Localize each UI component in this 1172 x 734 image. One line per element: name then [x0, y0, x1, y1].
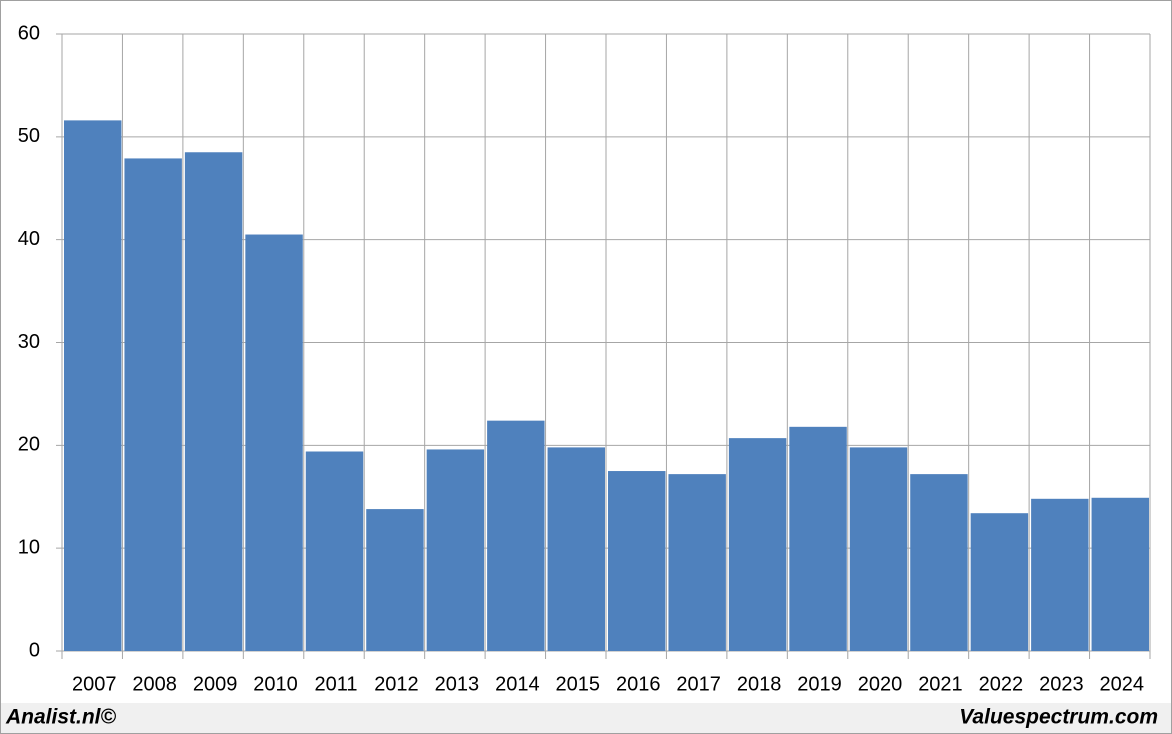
bar — [970, 513, 1029, 651]
y-tick-label: 20 — [18, 434, 40, 456]
y-tick-label: 10 — [18, 536, 40, 558]
bar — [184, 152, 243, 651]
x-tick-label: 2007 — [72, 673, 117, 695]
bar — [64, 120, 122, 651]
bar — [1091, 497, 1149, 651]
credit-right: Valuespectrum.com — [959, 706, 1158, 729]
x-tick-label: 2022 — [979, 673, 1024, 695]
x-tick-label: 2011 — [314, 673, 357, 695]
x-tick-label: 2023 — [1039, 673, 1084, 695]
bar — [487, 420, 545, 651]
y-tick-label: 50 — [18, 125, 40, 147]
bar — [366, 509, 424, 651]
x-tick-label: 2020 — [858, 673, 903, 695]
y-tick-label: 30 — [18, 331, 40, 353]
x-tick-label: 2017 — [676, 673, 721, 695]
x-tick-label: 2008 — [132, 673, 177, 695]
x-tick-label: 2018 — [737, 673, 782, 695]
x-tick-label: 2015 — [556, 673, 601, 695]
x-tick-label: 2010 — [253, 673, 298, 695]
bar — [668, 474, 726, 651]
x-tick-label: 2012 — [374, 673, 419, 695]
y-tick-label: 0 — [29, 639, 40, 661]
x-tick-label: 2019 — [797, 673, 842, 695]
y-tick-label: 40 — [18, 228, 40, 250]
x-tick-label: 2009 — [193, 673, 238, 695]
bar — [789, 426, 847, 651]
x-tick-label: 2021 — [918, 673, 963, 695]
bar — [849, 447, 908, 651]
y-tick-label: 60 — [18, 22, 40, 44]
bar — [1031, 498, 1089, 651]
bar — [305, 451, 364, 651]
x-tick-label: 2024 — [1100, 673, 1145, 695]
bar — [608, 471, 666, 651]
bar — [245, 234, 303, 651]
bar — [124, 158, 182, 651]
x-tick-label: 2014 — [495, 673, 540, 695]
bar — [728, 438, 787, 651]
x-tick-label: 2016 — [616, 673, 661, 695]
bar — [910, 474, 968, 651]
x-tick-label: 2013 — [435, 673, 480, 695]
footer-band — [1, 703, 1171, 733]
bar — [426, 449, 485, 651]
credit-left: Analist.nl© — [5, 706, 117, 729]
bar — [547, 447, 605, 651]
